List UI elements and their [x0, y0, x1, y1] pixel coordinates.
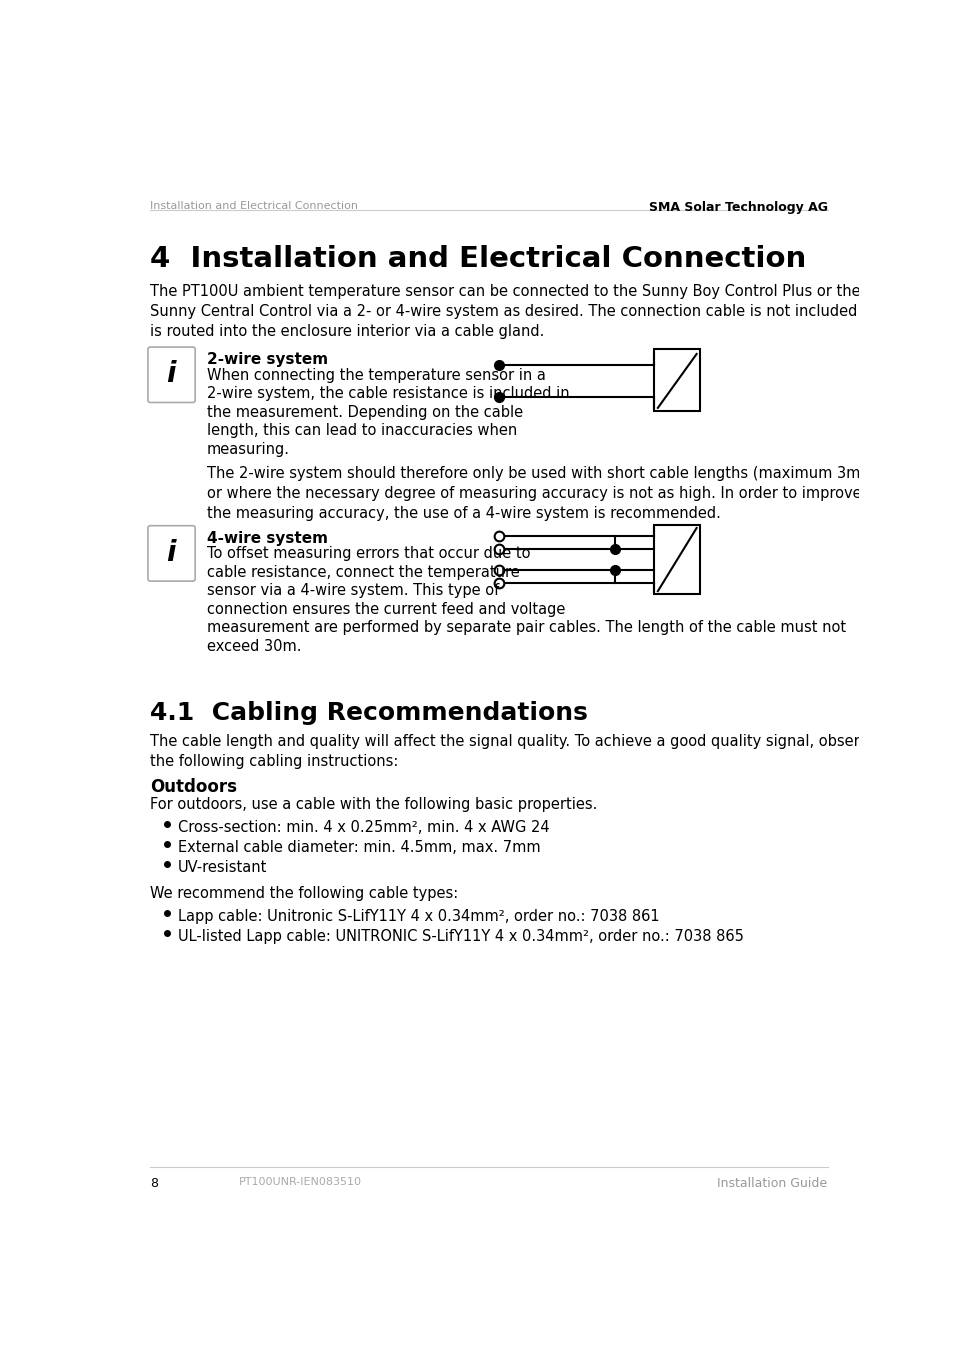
Text: The PT100U ambient temperature sensor can be connected to the Sunny Boy Control : The PT100U ambient temperature sensor ca… — [150, 284, 860, 299]
Text: External cable diameter: min. 4.5mm, max. 7mm: External cable diameter: min. 4.5mm, max… — [178, 840, 540, 854]
Text: The 2-wire system should therefore only be used with short cable lengths (maximu: The 2-wire system should therefore only … — [207, 466, 865, 481]
Text: UL-listed Lapp cable: UNITRONIC S-LifY11Y 4 x 0.34mm², order no.: 7038 865: UL-listed Lapp cable: UNITRONIC S-LifY11… — [178, 929, 743, 944]
Text: 8: 8 — [150, 1178, 158, 1190]
Text: Installation and Electrical Connection: Installation and Electrical Connection — [150, 200, 358, 211]
Text: the measurement. Depending on the cable: the measurement. Depending on the cable — [207, 404, 522, 419]
Text: For outdoors, use a cable with the following basic properties.: For outdoors, use a cable with the follo… — [150, 796, 597, 811]
Text: 4.1  Cabling Recommendations: 4.1 Cabling Recommendations — [150, 702, 587, 725]
Text: PT100UNR-IEN083510: PT100UNR-IEN083510 — [239, 1178, 362, 1187]
Text: To offset measuring errors that occur due to: To offset measuring errors that occur du… — [207, 546, 530, 561]
Text: 2-wire system: 2-wire system — [207, 353, 328, 368]
Text: Outdoors: Outdoors — [150, 779, 237, 796]
FancyBboxPatch shape — [148, 347, 195, 403]
Text: the following cabling instructions:: the following cabling instructions: — [150, 753, 398, 768]
Text: When connecting the temperature sensor in a: When connecting the temperature sensor i… — [207, 368, 545, 383]
Text: i: i — [166, 360, 175, 388]
Text: i: i — [166, 538, 175, 566]
Text: measurement are performed by separate pair cables. The length of the cable must : measurement are performed by separate pa… — [207, 621, 845, 635]
Text: 4  Installation and Electrical Connection: 4 Installation and Electrical Connection — [150, 246, 805, 273]
Text: UV-resistant: UV-resistant — [178, 860, 267, 875]
Text: measuring.: measuring. — [207, 442, 290, 457]
Text: the measuring accuracy, the use of a 4-wire system is recommended.: the measuring accuracy, the use of a 4-w… — [207, 507, 720, 522]
Text: sensor via a 4-wire system. This type of: sensor via a 4-wire system. This type of — [207, 584, 498, 599]
Bar — [654, 349, 700, 411]
Bar — [654, 525, 700, 595]
Text: 2-wire system, the cable resistance is included in: 2-wire system, the cable resistance is i… — [207, 387, 569, 402]
Text: connection ensures the current feed and voltage: connection ensures the current feed and … — [207, 602, 564, 617]
Text: is routed into the enclosure interior via a cable gland.: is routed into the enclosure interior vi… — [150, 324, 544, 339]
Text: The cable length and quality will affect the signal quality. To achieve a good q: The cable length and quality will affect… — [150, 734, 877, 749]
Text: length, this can lead to inaccuracies when: length, this can lead to inaccuracies wh… — [207, 423, 517, 438]
Text: Cross-section: min. 4 x 0.25mm², min. 4 x AWG 24: Cross-section: min. 4 x 0.25mm², min. 4 … — [178, 819, 549, 834]
Text: cable resistance, connect the temperature: cable resistance, connect the temperatur… — [207, 565, 519, 580]
Text: Sunny Central Control via a 2- or 4-wire system as desired. The connection cable: Sunny Central Control via a 2- or 4-wire… — [150, 304, 889, 319]
FancyBboxPatch shape — [148, 526, 195, 581]
Text: We recommend the following cable types:: We recommend the following cable types: — [150, 886, 458, 900]
Text: or where the necessary degree of measuring accuracy is not as high. In order to : or where the necessary degree of measuri… — [207, 487, 861, 502]
Text: SMA Solar Technology AG: SMA Solar Technology AG — [648, 200, 827, 214]
Text: 4-wire system: 4-wire system — [207, 531, 328, 546]
Text: Installation Guide: Installation Guide — [717, 1178, 827, 1190]
Text: exceed 30m.: exceed 30m. — [207, 639, 301, 654]
Text: Lapp cable: Unitronic S-LifY11Y 4 x 0.34mm², order no.: 7038 861: Lapp cable: Unitronic S-LifY11Y 4 x 0.34… — [178, 909, 659, 925]
